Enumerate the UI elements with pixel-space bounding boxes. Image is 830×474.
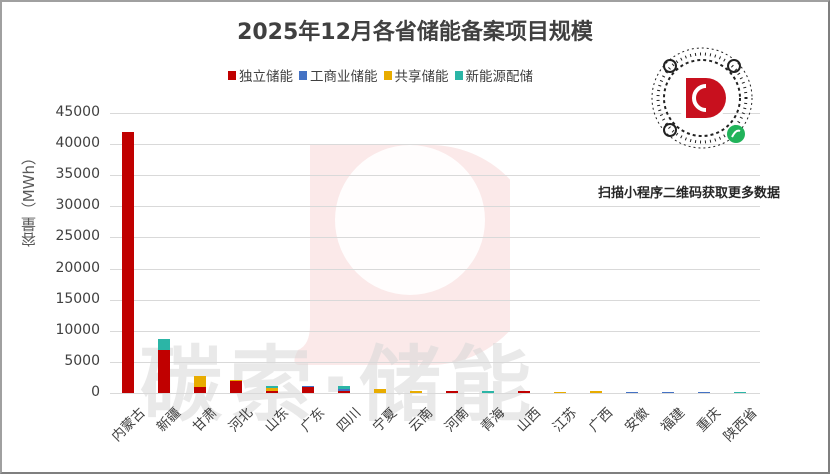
bar-segment[interactable] <box>482 390 494 393</box>
y-tick-label: 35000 <box>55 166 100 183</box>
bar-segment[interactable] <box>410 390 422 393</box>
legend-swatch-icon <box>454 70 463 80</box>
gridline <box>110 361 760 363</box>
bar-segment[interactable] <box>590 390 602 393</box>
bar-segment[interactable] <box>158 339 170 351</box>
legend-swatch-icon <box>383 70 392 80</box>
gridline <box>110 393 760 394</box>
bar-segment[interactable] <box>194 387 206 393</box>
bar-segment[interactable] <box>554 391 566 394</box>
gridline <box>110 175 760 177</box>
bar-segment[interactable] <box>698 391 710 394</box>
bar-segment[interactable] <box>194 375 206 388</box>
y-tick-label: 25000 <box>55 228 100 245</box>
legend-item[interactable]: 共享储能 <box>383 65 449 85</box>
legend: 独立储能 工商业储能 共享储能 新能源配储 <box>228 65 533 85</box>
bar-segment[interactable] <box>266 390 278 393</box>
gridline <box>110 206 760 208</box>
y-tick-label: 5000 <box>64 352 100 369</box>
gridline <box>110 144 760 146</box>
legend-label: 独立储能 <box>239 69 293 85</box>
bar-segment[interactable] <box>734 391 746 394</box>
bar-segment[interactable] <box>230 381 242 393</box>
legend-item[interactable]: 工商业储能 <box>299 65 378 85</box>
y-tick-label: 0 <box>91 384 100 400</box>
gridline <box>110 299 760 301</box>
legend-item[interactable]: 新能源配储 <box>454 65 534 85</box>
bar-segment[interactable] <box>518 390 530 393</box>
bar-segment[interactable] <box>338 388 350 391</box>
y-tick-label: 45000 <box>55 104 100 120</box>
y-tick-label: 20000 <box>55 259 100 276</box>
chart-title: 2025年12月各省储能备案项目规模 <box>237 20 593 45</box>
legend-item[interactable]: 独立储能 <box>228 65 293 85</box>
bar-segment[interactable] <box>158 350 170 393</box>
y-tick-label: 10000 <box>55 321 100 338</box>
bar-segment[interactable] <box>626 391 638 394</box>
watermark-logo-icon <box>294 145 510 365</box>
y-axis-label: 容量（MWh） <box>20 150 38 248</box>
legend-label: 新能源配储 <box>465 69 534 85</box>
legend-swatch-icon <box>228 70 236 80</box>
bar-segment[interactable] <box>122 131 134 393</box>
legend-swatch-icon <box>299 70 307 80</box>
bar-segment[interactable] <box>338 390 350 393</box>
bar-segment[interactable] <box>266 385 278 389</box>
qr-code-icon[interactable] <box>648 44 756 156</box>
gridline <box>110 237 760 239</box>
bar-segment[interactable] <box>338 386 350 389</box>
bar-segment[interactable] <box>266 388 278 391</box>
bar-segment[interactable] <box>446 390 458 393</box>
gridline <box>110 268 760 270</box>
gridline <box>110 330 760 332</box>
legend-label: 共享储能 <box>394 69 449 85</box>
bar-segment[interactable] <box>302 387 314 393</box>
gridline <box>110 113 760 114</box>
bar-segment[interactable] <box>230 379 242 382</box>
qr-caption: 扫描小程序二维码获取更多数据 <box>598 186 781 201</box>
legend-label: 工商业储能 <box>310 69 378 85</box>
y-tick-label: 40000 <box>55 135 100 152</box>
y-tick-label: 15000 <box>55 290 100 307</box>
bar-segment[interactable] <box>302 385 314 388</box>
y-tick-label: 30000 <box>55 197 100 214</box>
bar-segment[interactable] <box>662 391 674 394</box>
bar-segment[interactable] <box>374 389 386 393</box>
